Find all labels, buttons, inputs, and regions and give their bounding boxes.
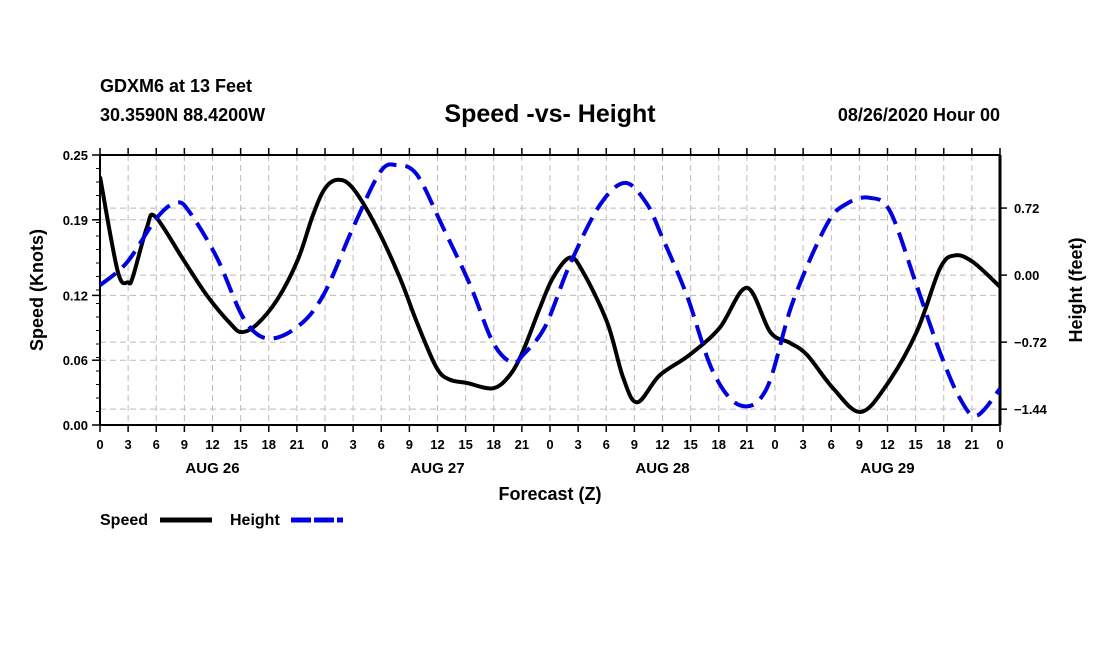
y-tick-label: 0.25 (63, 148, 88, 163)
x-axis-title: Forecast (Z) (498, 484, 601, 504)
day-label: AUG 28 (635, 460, 689, 477)
y2-tick-label: −0.72 (1014, 335, 1047, 350)
x-tick-label: 6 (153, 437, 160, 452)
x-tick-label: 9 (856, 437, 863, 452)
x-tick-label: 21 (965, 437, 979, 452)
x-tick-label: 3 (350, 437, 357, 452)
y-tick-label: 0.00 (63, 418, 88, 433)
x-tick-label: 18 (262, 437, 276, 452)
y-axis-title: Speed (Knots) (27, 229, 47, 351)
x-tick-label: 6 (378, 437, 385, 452)
y2-tick-label: 0.72 (1014, 201, 1039, 216)
coordinates-label: 30.3590N 88.4200W (100, 105, 266, 125)
x-tick-label: 21 (740, 437, 754, 452)
x-tick-label: 3 (800, 437, 807, 452)
x-tick-label: 9 (406, 437, 413, 452)
x-tick-label: 18 (487, 437, 501, 452)
y2-axis-title: Height (feet) (1066, 238, 1086, 343)
y-tick-label: 0.06 (63, 353, 88, 368)
x-tick-label: 15 (683, 437, 697, 452)
day-label: AUG 29 (860, 460, 914, 477)
x-tick-label: 15 (908, 437, 922, 452)
x-tick-label: 21 (515, 437, 529, 452)
x-tick-label: 0 (771, 437, 778, 452)
x-tick-label: 3 (125, 437, 132, 452)
legend-label-height: Height (230, 512, 280, 529)
series-line-height (100, 162, 1000, 418)
x-tick-label: 3 (575, 437, 582, 452)
forecast-date: 08/26/2020 Hour 00 (837, 105, 1000, 125)
chart-title: Speed -vs- Height (444, 100, 656, 128)
y-tick-label: 0.12 (63, 288, 88, 303)
day-label: AUG 26 (185, 460, 239, 477)
x-tick-label: 6 (828, 437, 835, 452)
x-tick-label: 12 (430, 437, 444, 452)
y2-tick-label: 0.00 (1014, 268, 1039, 283)
x-tick-label: 9 (181, 437, 188, 452)
x-tick-label: 15 (233, 437, 247, 452)
y-tick-label: 0.19 (63, 213, 88, 228)
x-tick-label: 0 (321, 437, 328, 452)
x-tick-label: 0 (996, 437, 1003, 452)
x-tick-label: 12 (880, 437, 894, 452)
series-line-speed (100, 176, 1000, 414)
x-tick-label: 9 (631, 437, 638, 452)
x-tick-label: 0 (546, 437, 553, 452)
station-label: GDXM6 at 13 Feet (100, 76, 253, 96)
x-tick-label: 18 (937, 437, 951, 452)
x-tick-label: 15 (458, 437, 472, 452)
x-tick-label: 12 (655, 437, 669, 452)
x-tick-label: 21 (290, 437, 304, 452)
x-tick-label: 12 (205, 437, 219, 452)
x-tick-label: 6 (603, 437, 610, 452)
legend-label-speed: Speed (100, 512, 148, 529)
y2-tick-label: −1.44 (1014, 402, 1048, 417)
x-tick-label: 18 (712, 437, 726, 452)
day-label: AUG 27 (410, 460, 464, 477)
x-tick-label: 0 (96, 437, 103, 452)
